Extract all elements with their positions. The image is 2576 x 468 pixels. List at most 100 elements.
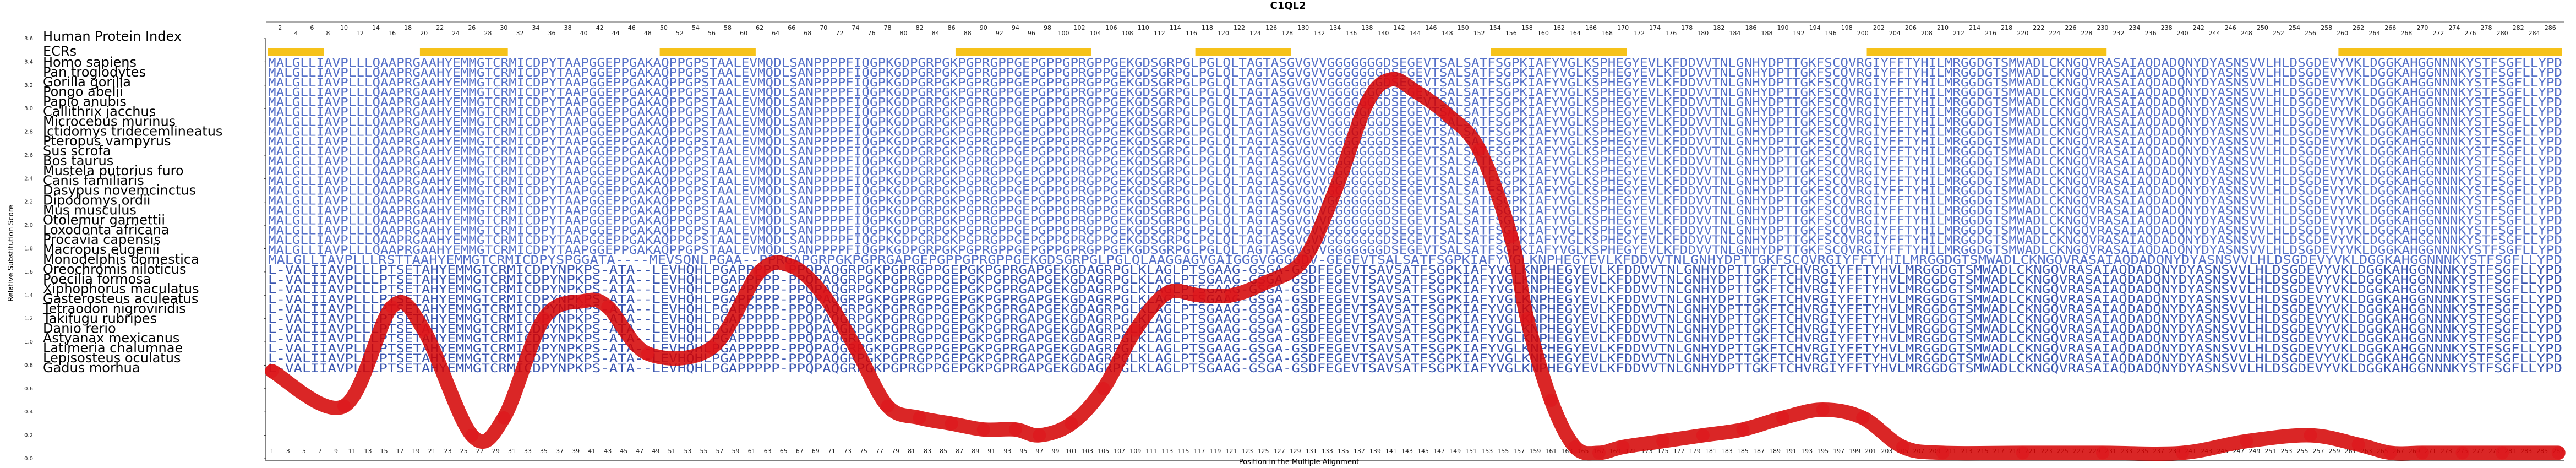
human-index-number: 174 <box>1649 24 1661 31</box>
x-tick-label: 259 <box>2329 448 2340 455</box>
header-group: Human Protein IndexECRs24681012141618202… <box>43 24 2562 59</box>
species-label: Macropus eugenii <box>43 242 160 257</box>
y-tick-label: 2.6 <box>24 153 33 159</box>
x-tick-label: 69 <box>812 448 820 455</box>
human-index-number: 106 <box>1106 24 1117 31</box>
alignment-sequence: MALGLLIAVPLLLQAAPRGAAHYEMMGTCRMICDPYTAAP… <box>268 194 2562 208</box>
y-tick-label: 2.4 <box>24 176 33 182</box>
species-label: Gorilla gorilla <box>43 74 131 90</box>
species-label: Danio rerio <box>43 320 116 336</box>
alignment-sequence: MALGLLIAVPLLLQAAPRGAAHYEMMGTCRMICDPYTAAP… <box>268 66 2562 79</box>
x-tick-label: 53 <box>684 448 691 455</box>
human-index-number: 160 <box>1537 30 1549 37</box>
x-tick-label: 199 <box>1849 448 1860 455</box>
human-index-number: 182 <box>1713 24 1724 31</box>
score-point <box>465 428 479 442</box>
alignment-sequence: MALGLLIAVPLLLQAAPRGAAHYEMMGTCRMICDPYTAAP… <box>268 224 2562 237</box>
alignment-sequence: MALGLLIAVPLLLQAAPRGAAHYEMMGTCRMICDPYTAAP… <box>268 56 2562 69</box>
human-index-number: 118 <box>1202 24 1213 31</box>
chart-title-group: C1QL2 <box>1270 0 1306 12</box>
y-tick-label: 3.0 <box>24 106 33 112</box>
species-label: Latimeria chalumnae <box>43 340 183 356</box>
x-tick-label: 117 <box>1193 448 1205 455</box>
human-index-number: 240 <box>2177 30 2188 37</box>
human-index-number: 100 <box>1058 30 1069 37</box>
x-tick-label: 87 <box>956 448 963 455</box>
x-tick-label: 35 <box>540 448 548 455</box>
y-tick-label: 1.8 <box>24 246 33 252</box>
x-tick-label: 51 <box>668 448 675 455</box>
human-index-number: 284 <box>2529 30 2540 37</box>
human-index-number: 216 <box>1985 30 1996 37</box>
alignment-sequence: MALGLLIAVPLLLQAAPRGAAHYEMMGTCRMICDPYTAAP… <box>268 165 2562 178</box>
human-index-number: 162 <box>1553 24 1565 31</box>
y-tick-label: 3.6 <box>24 36 33 42</box>
score-point <box>1409 84 1422 98</box>
x-tick-label: 119 <box>1209 448 1221 455</box>
alignment-sequence: L-VALIIAVPLLLPTSETAHYEMMGTCRMICDPYNPKPS-… <box>268 303 2562 316</box>
x-tick-label: 97 <box>1035 448 1043 455</box>
human-index-number: 226 <box>2065 24 2076 31</box>
human-index-number: 146 <box>1426 24 1437 31</box>
score-point <box>2240 434 2253 448</box>
human-index-number: 104 <box>1090 30 1101 37</box>
x-tick-label: 101 <box>1066 448 1077 455</box>
x-tick-label: 59 <box>732 448 740 455</box>
x-tick-label: 75 <box>860 448 867 455</box>
species-label: Gasterosteus aculeatus <box>43 291 198 307</box>
score-point <box>753 265 767 279</box>
human-index-number: 184 <box>1729 30 1740 37</box>
human-index-number: 192 <box>1793 30 1805 37</box>
alignment-sequence: MALGLLIAVPLLLQAAPRGAAHYEMMGTCRMICDPYTAAP… <box>268 106 2562 119</box>
y-tick-label: 1.0 <box>24 339 33 345</box>
human-index-number: 52 <box>676 30 684 37</box>
x-tick-label: 251 <box>2264 448 2276 455</box>
human-index-number: 108 <box>1122 30 1133 37</box>
x-tick-label: 133 <box>1322 448 1333 455</box>
y-tick-label: 1.6 <box>24 269 33 275</box>
human-index-number: 110 <box>1138 24 1149 31</box>
score-point <box>913 411 926 425</box>
species-label: Microcebus murinus <box>43 113 176 129</box>
ecr-bar <box>419 48 508 56</box>
ecr-bar <box>659 48 756 56</box>
x-tick-label: 85 <box>940 448 947 455</box>
sequence-alignment: Homo sapiens MALGLLIAVPLLLQAAPRGAAHYEMMGT… <box>42 55 2562 376</box>
human-index-number: 244 <box>2209 30 2220 37</box>
human-index-number: 96 <box>1028 30 1035 37</box>
x-tick-label: 149 <box>1449 448 1461 455</box>
x-tick-label: 11 <box>348 448 356 455</box>
x-tick-label: 73 <box>844 448 852 455</box>
human-index-number: 50 <box>660 24 668 31</box>
x-tick-label: 1 <box>270 448 274 455</box>
x-tick-label: 93 <box>1003 448 1011 455</box>
species-label: Papio anubis <box>43 94 127 110</box>
score-point <box>2095 446 2109 460</box>
x-tick-label: 9 <box>334 448 338 455</box>
score-point <box>1472 143 1486 156</box>
x-tick-label: 25 <box>460 448 468 455</box>
score-point <box>2415 446 2429 460</box>
x-tick-label: 81 <box>908 448 915 455</box>
x-tick-label: 123 <box>1242 448 1253 455</box>
alignment-sequence: MALGLLIAVPLLLQAAPRGAAHYEMMGTCRMICDPYTAAP… <box>268 115 2562 128</box>
species-label: Callithrix jacchus <box>43 104 156 119</box>
x-tick-label: 33 <box>524 448 532 455</box>
x-tick-label: 161 <box>1545 448 1557 455</box>
human-index-number: 180 <box>1697 30 1709 37</box>
human-index-number: 18 <box>404 24 412 31</box>
x-tick-label: 193 <box>1801 448 1813 455</box>
x-tick-label: 201 <box>1865 448 1876 455</box>
score-point <box>1520 312 1534 325</box>
x-tick-label: 23 <box>444 448 452 455</box>
human-index-number: 246 <box>2225 24 2236 31</box>
score-point <box>1096 382 1110 395</box>
human-index-number: 16 <box>388 30 396 37</box>
species-label: Mus musculus <box>43 203 137 218</box>
human-index-number: 278 <box>2481 24 2492 31</box>
human-index-number: 154 <box>1489 24 1501 31</box>
score-point <box>1257 277 1270 291</box>
x-tick-label: 55 <box>700 448 707 455</box>
human-index-number: 164 <box>1569 30 1581 37</box>
